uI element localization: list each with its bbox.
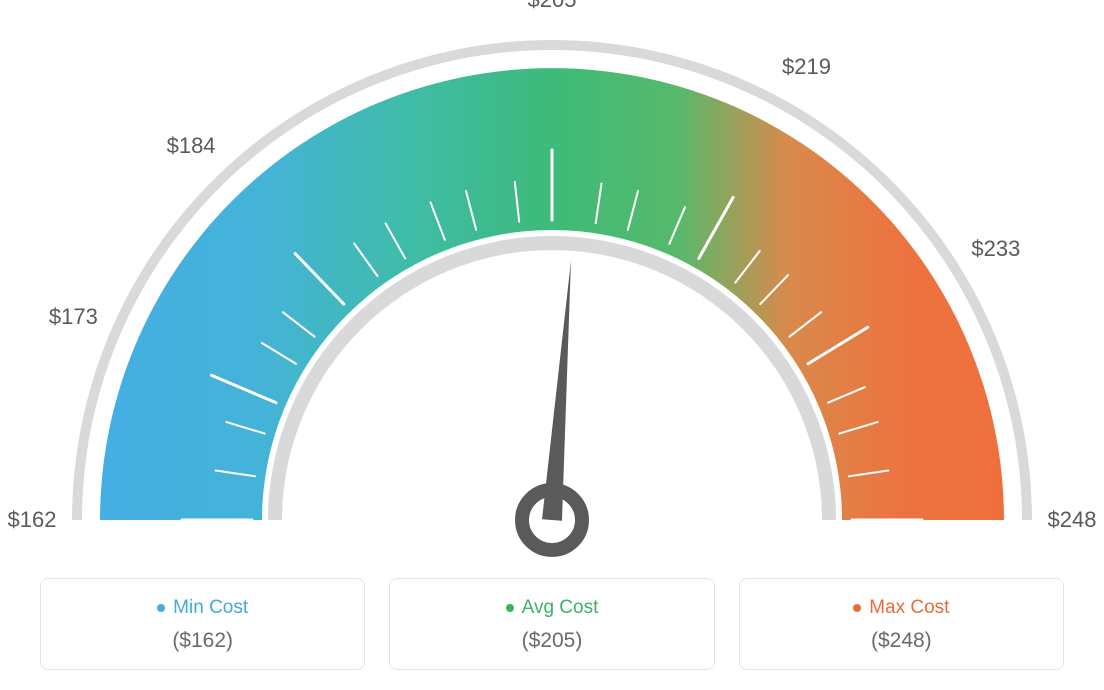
tick-label: $162 <box>8 507 57 533</box>
tick-label: $248 <box>1048 507 1097 533</box>
legend-card-avg: Avg Cost ($205) <box>389 578 714 670</box>
legend-title-max: Max Cost <box>853 597 949 619</box>
legend-label-min: Min Cost <box>173 597 248 619</box>
legend-title-min: Min Cost <box>157 597 248 619</box>
legend-value-min: ($162) <box>51 629 354 653</box>
legend-value-max: ($248) <box>750 629 1053 653</box>
tick-label: $219 <box>782 54 831 80</box>
legend-dot-max <box>853 604 861 612</box>
legend-card-min: Min Cost ($162) <box>40 578 365 670</box>
legend-dot-min <box>157 604 165 612</box>
legend-row: Min Cost ($162) Avg Cost ($205) Max Cost… <box>0 578 1104 670</box>
legend-dot-avg <box>506 604 514 612</box>
tick-label: $184 <box>167 133 216 159</box>
gauge-svg <box>0 0 1104 560</box>
tick-label: $205 <box>528 0 577 13</box>
tick-label: $173 <box>49 304 98 330</box>
legend-label-avg: Avg Cost <box>522 597 599 619</box>
gauge-chart: $162 $173 $184 $205 $219 $233 $248 <box>0 0 1104 560</box>
tick-label: $233 <box>971 236 1020 262</box>
needle <box>542 261 571 521</box>
legend-title-avg: Avg Cost <box>506 597 599 619</box>
legend-label-max: Max Cost <box>869 597 949 619</box>
legend-card-max: Max Cost ($248) <box>739 578 1064 670</box>
legend-value-avg: ($205) <box>400 629 703 653</box>
